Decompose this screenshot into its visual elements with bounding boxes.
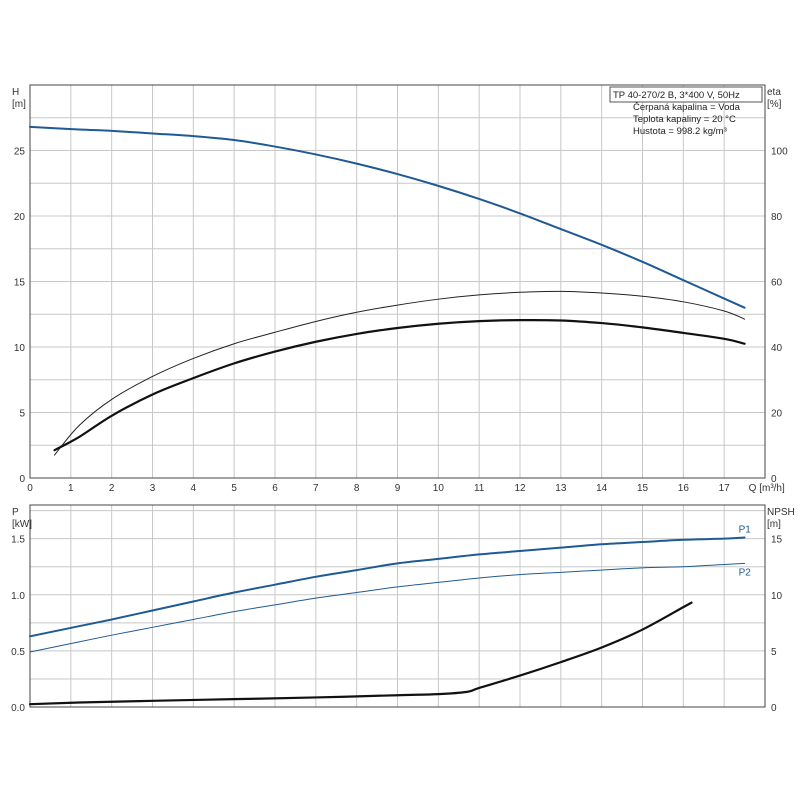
y-left-tick-label: 0.0 (11, 703, 25, 714)
x-tick-label: 11 (474, 483, 485, 494)
x-tick-label: 15 (637, 483, 649, 494)
x-tick-label: 8 (354, 483, 360, 494)
x-tick-label: 7 (313, 483, 319, 494)
x-tick-label: 2 (109, 483, 115, 494)
series-label-p1: P1 (739, 525, 752, 536)
legend-line: Teplota kapaliny = 20 °C (633, 114, 736, 125)
series-line (53, 318, 746, 452)
series-line-p2 (29, 562, 746, 653)
y-right-tick-label: 5 (771, 647, 777, 658)
power-npsh-panel: 0.0 0.5 1.0 1.5 0 5 10 15 P[kW] NPSH[m] P1 P2 (11, 504, 795, 714)
y-left-tick-label: 0 (19, 474, 25, 485)
x-tick-label: 3 (150, 483, 156, 494)
y-right-tick-label: 15 (771, 535, 783, 546)
y-right-tick-label: 10 (771, 591, 783, 602)
y-left-tick-label: 15 (14, 278, 26, 289)
legend-title: TP 40-270/2 B, 3*400 V, 50Hz (613, 90, 740, 101)
y-left-tick-label: 5 (19, 409, 25, 420)
x-tick-label: 10 (433, 483, 445, 494)
x-tick-label: 13 (555, 483, 567, 494)
y-right-axis-label: eta (767, 87, 781, 98)
y-left-tick-label: 1.5 (11, 535, 25, 546)
x-tick-label: 17 (719, 483, 731, 494)
y-right-tick-label: 80 (771, 212, 783, 223)
series-line (29, 126, 746, 309)
y-right-axis-label: NPSH (767, 507, 795, 518)
y-left-axis-label: [kW] (12, 519, 32, 530)
series-line-p1 (29, 536, 746, 638)
series-label-p2: P2 (739, 567, 752, 578)
x-tick-label: 12 (514, 483, 526, 494)
series-line (54, 290, 746, 456)
y-left-axis-label: [m] (12, 99, 26, 110)
y-left-tick-label: 0.5 (11, 647, 25, 658)
y-right-tick-label: 20 (771, 409, 783, 420)
x-axis-label: Q [m³/h] (749, 483, 785, 494)
y-left-axis-label: H (12, 87, 19, 98)
y-left-tick-label: 1.0 (11, 591, 25, 602)
y-right-tick-label: 0 (771, 703, 777, 714)
y-right-axis-label: [m] (767, 519, 781, 530)
y-right-tick-label: 100 (771, 147, 788, 158)
x-tick-label: 6 (272, 483, 278, 494)
legend-line: Čerpaná kapalina = Voda (633, 102, 741, 113)
y-left-axis-label: P (12, 507, 19, 518)
x-tick-label: 9 (395, 483, 401, 494)
y-right-axis-label: [%] (767, 99, 782, 110)
y-left-tick-label: 20 (14, 212, 26, 223)
plot-frame (29, 84, 766, 479)
x-tick-label: 0 (27, 483, 33, 494)
x-tick-label: 5 (231, 483, 237, 494)
y-right-tick-label: 60 (771, 278, 783, 289)
y-left-tick-label: 10 (14, 343, 26, 354)
legend-title-box (609, 86, 763, 103)
y-left-tick-label: 25 (14, 147, 26, 158)
series-line (28, 601, 693, 706)
x-tick-label: 14 (596, 483, 608, 494)
plot-frame (29, 504, 766, 708)
x-tick-label: 16 (678, 483, 690, 494)
x-tick-label: 4 (191, 483, 197, 494)
y-right-tick-label: 40 (771, 343, 783, 354)
legend-line: Hustota = 998.2 kg/m³ (633, 126, 727, 137)
x-tick-label: 1 (68, 483, 74, 494)
y-right-tick-label: 0 (771, 474, 777, 485)
